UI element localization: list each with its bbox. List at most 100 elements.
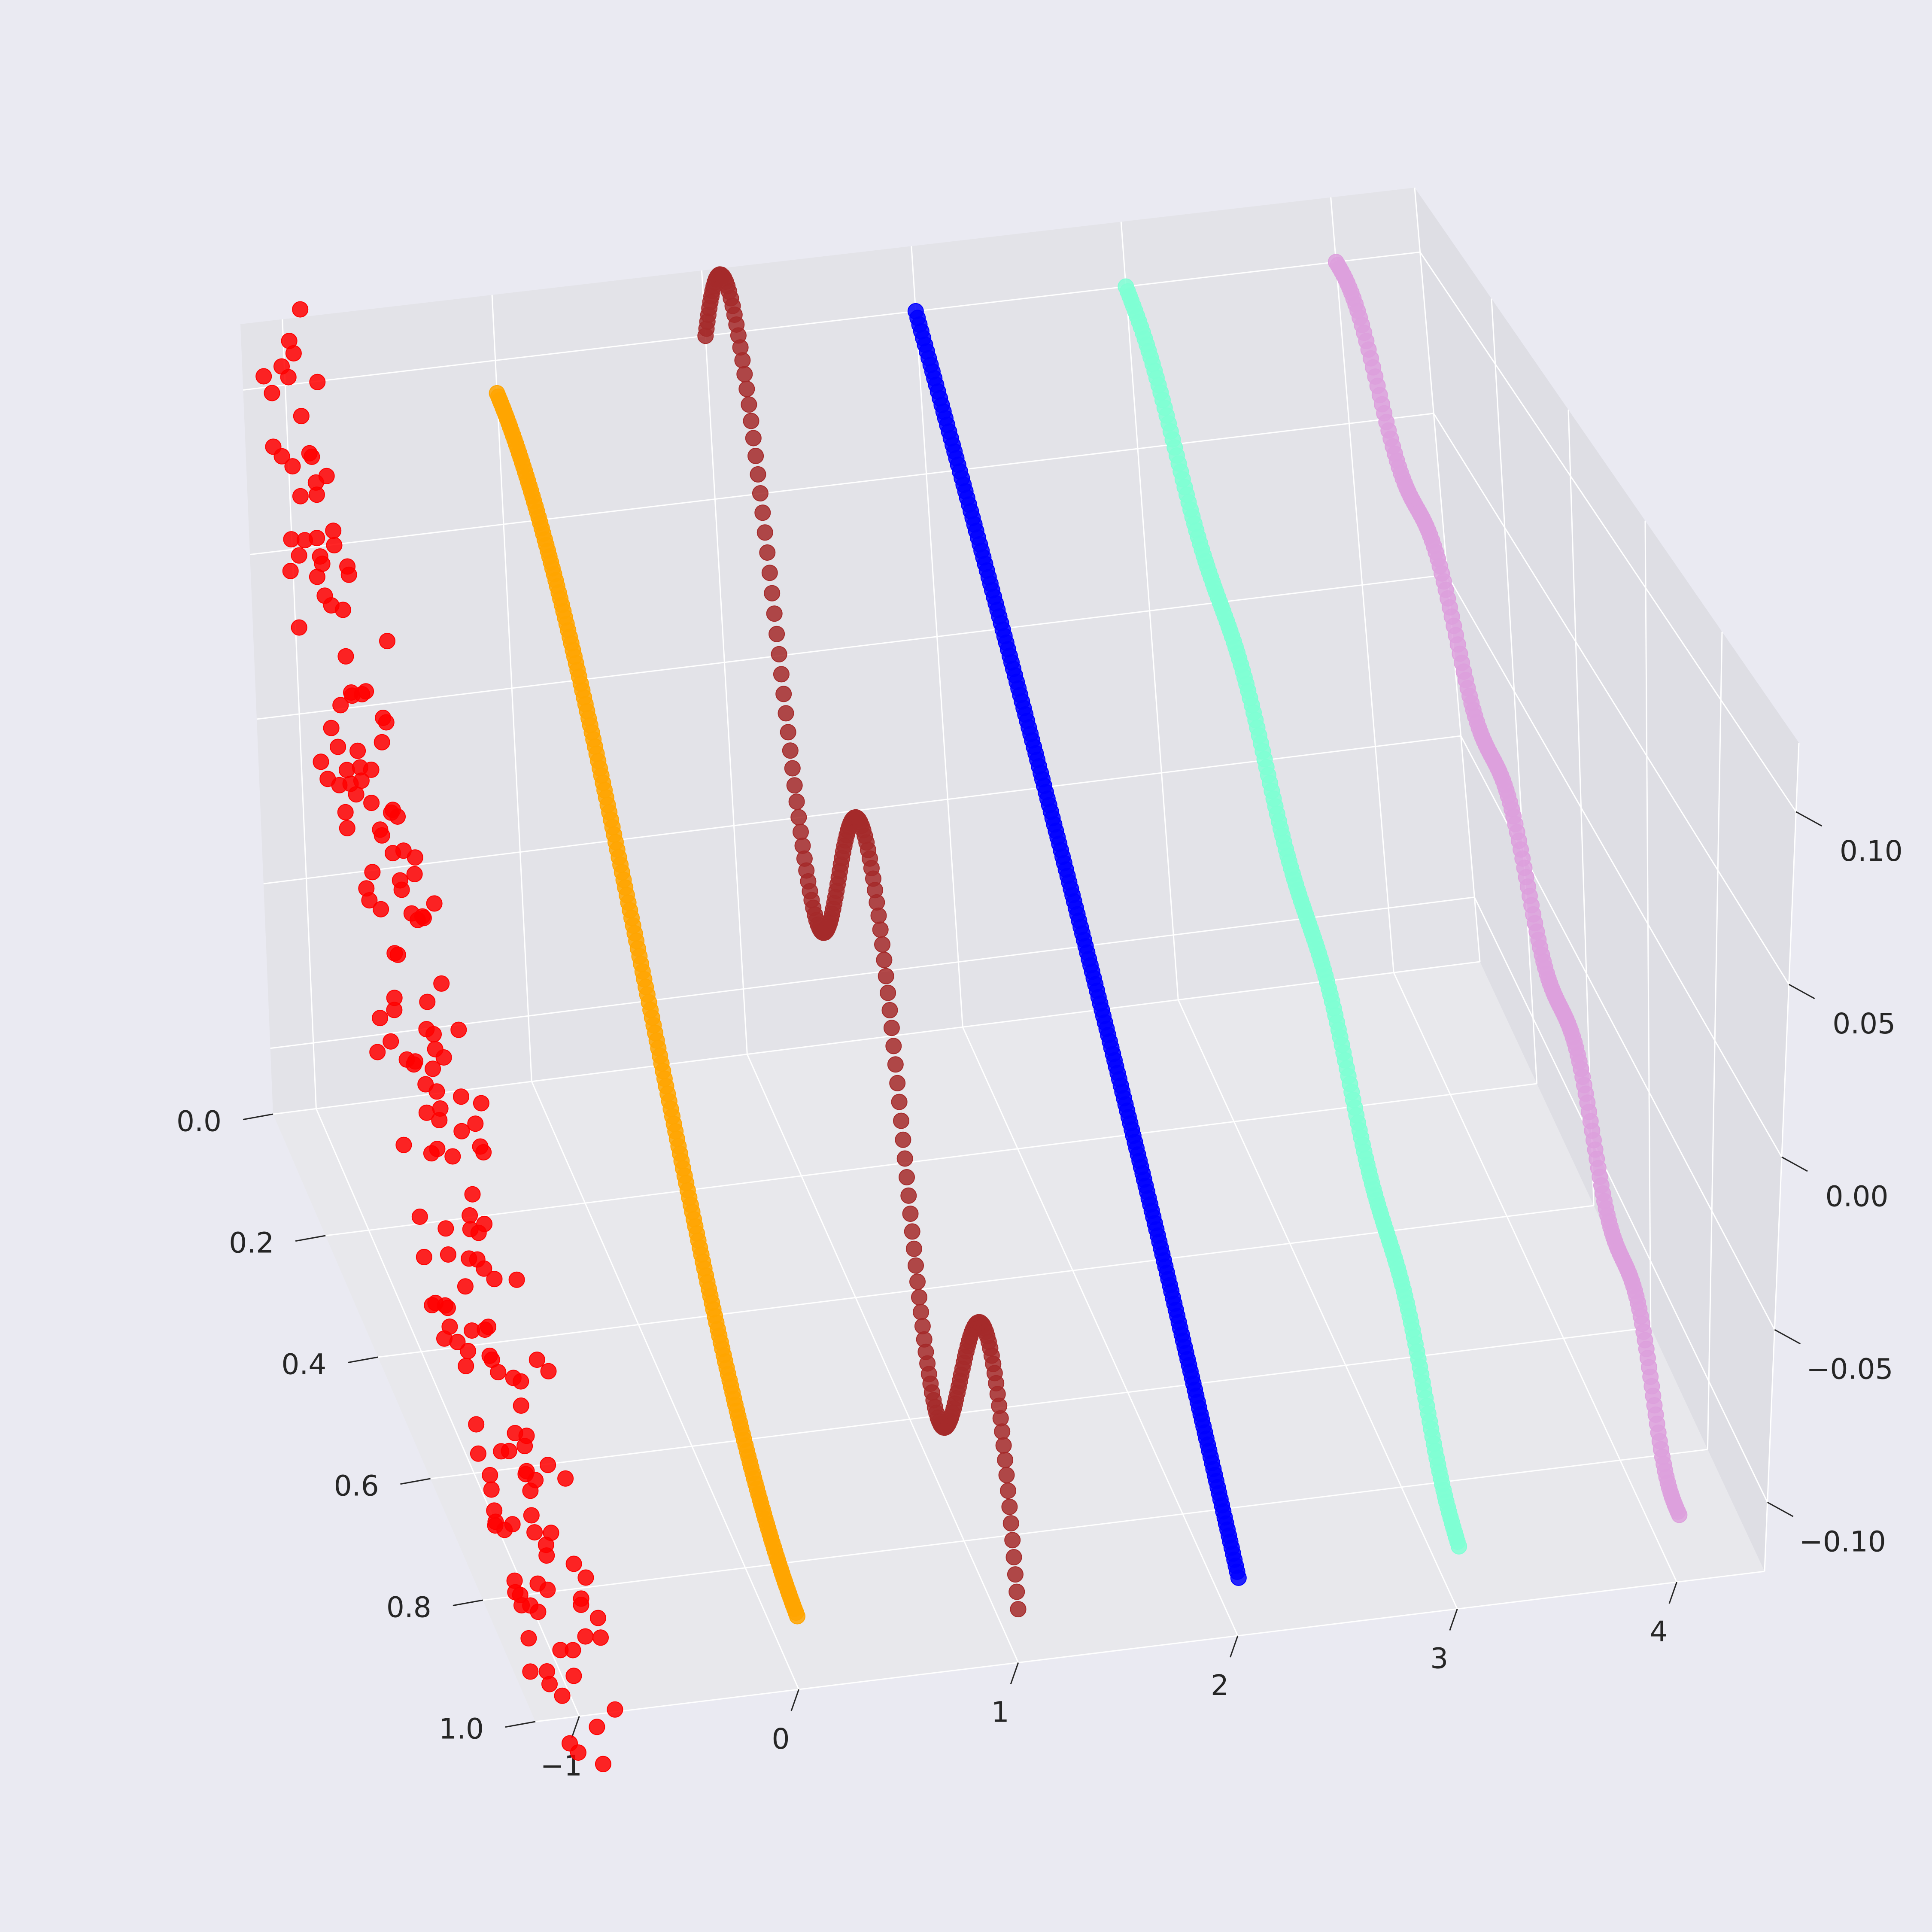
data-point-series-0 bbox=[426, 895, 443, 912]
data-point-series-2 bbox=[896, 1150, 913, 1167]
grid-line-x-floor bbox=[535, 1571, 1765, 1722]
grid-line-y-floor bbox=[1393, 972, 1677, 1583]
grid-line-z-side bbox=[1433, 413, 1789, 985]
data-point-series-2 bbox=[878, 968, 894, 984]
data-point-series-0 bbox=[344, 687, 361, 704]
data-point-series-0 bbox=[375, 710, 392, 726]
data-point-series-0 bbox=[592, 1629, 609, 1646]
data-point-series-0 bbox=[538, 1537, 554, 1553]
data-point-series-0 bbox=[331, 777, 348, 793]
data-point-series-0 bbox=[508, 1271, 525, 1288]
z-tick-label: 0.00 bbox=[1826, 1180, 1889, 1213]
data-point-series-0 bbox=[577, 1628, 594, 1645]
data-point-series-2 bbox=[893, 1112, 909, 1129]
data-point-series-2 bbox=[786, 777, 803, 794]
data-point-series-0 bbox=[264, 385, 280, 401]
data-point-series-2 bbox=[998, 1467, 1015, 1483]
data-point-series-0 bbox=[255, 368, 272, 385]
z-tick bbox=[1795, 811, 1823, 827]
data-point-series-0 bbox=[487, 1517, 504, 1534]
data-point-series-0 bbox=[340, 566, 357, 583]
data-point-series-0 bbox=[374, 734, 390, 750]
grid-line-z-back bbox=[270, 896, 1475, 1049]
x-tick bbox=[295, 1235, 326, 1242]
data-point-series-0 bbox=[363, 761, 380, 778]
data-point-series-0 bbox=[481, 1347, 498, 1364]
data-point-series-2 bbox=[741, 396, 757, 413]
data-point-series-0 bbox=[418, 1021, 435, 1038]
data-point-series-5 bbox=[1671, 1507, 1688, 1523]
data-point-series-2 bbox=[1007, 1566, 1024, 1583]
grid-line-z-side bbox=[1419, 252, 1797, 812]
grid-lines bbox=[243, 187, 1800, 1722]
data-point-series-0 bbox=[440, 1246, 456, 1263]
axis-ticks bbox=[243, 811, 1823, 1738]
data-point-series-0 bbox=[577, 1569, 594, 1586]
data-point-series-0 bbox=[520, 1630, 537, 1646]
x-tick bbox=[348, 1356, 378, 1364]
data-point-series-0 bbox=[518, 1463, 535, 1479]
x-tick bbox=[453, 1599, 483, 1607]
data-point-series-0 bbox=[417, 1076, 434, 1093]
data-point-series-2 bbox=[872, 921, 889, 938]
data-point-series-0 bbox=[467, 1115, 484, 1132]
data-point-series-2 bbox=[891, 1094, 908, 1110]
data-point-series-0 bbox=[414, 908, 431, 925]
data-point-series-0 bbox=[383, 1033, 399, 1050]
data-point-series-0 bbox=[540, 1363, 557, 1379]
data-point-series-2 bbox=[734, 352, 751, 369]
data-point-series-0 bbox=[475, 1144, 492, 1160]
data-point-series-0 bbox=[389, 946, 406, 963]
x-tick bbox=[505, 1721, 536, 1728]
data-point-series-4 bbox=[1451, 1538, 1467, 1555]
data-point-series-0 bbox=[291, 547, 307, 564]
data-point-series-2 bbox=[736, 366, 753, 383]
data-point-series-3 bbox=[1230, 1569, 1247, 1586]
data-point-series-0 bbox=[427, 1294, 444, 1311]
data-point-series-0 bbox=[483, 1481, 500, 1498]
data-point-series-2 bbox=[778, 705, 794, 722]
data-point-series-0 bbox=[607, 1701, 623, 1718]
data-point-series-2 bbox=[759, 544, 776, 561]
data-point-series-0 bbox=[281, 333, 298, 349]
data-points bbox=[255, 254, 1688, 1772]
data-point-series-0 bbox=[309, 374, 326, 390]
data-point-series-0 bbox=[522, 1663, 539, 1680]
data-point-series-0 bbox=[453, 1123, 470, 1139]
floor-pane bbox=[273, 962, 1765, 1722]
data-point-series-0 bbox=[384, 802, 401, 818]
data-point-series-0 bbox=[526, 1524, 543, 1541]
data-point-series-0 bbox=[486, 1271, 503, 1288]
data-point-series-0 bbox=[507, 1584, 524, 1601]
data-point-series-0 bbox=[470, 1445, 486, 1462]
x-tick-label: 0.2 bbox=[229, 1227, 274, 1260]
data-point-series-2 bbox=[784, 760, 801, 777]
data-point-series-0 bbox=[565, 1668, 582, 1684]
grid-line-x-floor bbox=[273, 961, 1480, 1115]
data-point-series-0 bbox=[292, 488, 309, 504]
data-point-series-2 bbox=[889, 1075, 906, 1091]
data-point-series-0 bbox=[589, 1719, 605, 1735]
z-tick-label: 0.10 bbox=[1840, 835, 1903, 868]
grid-line-y-floor bbox=[962, 1027, 1239, 1636]
grid-line-x-floor bbox=[430, 1327, 1651, 1479]
y-tick-label: 1 bbox=[991, 1696, 1009, 1729]
data-point-series-0 bbox=[501, 1443, 517, 1459]
data-point-series-0 bbox=[283, 531, 300, 548]
data-point-series-0 bbox=[323, 720, 340, 736]
data-point-series-2 bbox=[769, 626, 785, 642]
data-point-series-0 bbox=[450, 1021, 467, 1038]
data-point-series-0 bbox=[530, 1604, 547, 1620]
data-point-series-2 bbox=[900, 1187, 917, 1204]
data-point-series-2 bbox=[1009, 1583, 1025, 1600]
data-point-series-0 bbox=[358, 683, 374, 700]
data-point-series-0 bbox=[292, 301, 309, 318]
data-point-series-2 bbox=[994, 1423, 1011, 1440]
data-point-series-2 bbox=[883, 1020, 900, 1036]
x-tick-label: 0.6 bbox=[334, 1470, 379, 1503]
data-point-series-0 bbox=[516, 1438, 533, 1455]
data-point-series-2 bbox=[745, 430, 762, 447]
data-point-series-2 bbox=[761, 565, 778, 581]
grid-line-z-back bbox=[256, 574, 1448, 720]
